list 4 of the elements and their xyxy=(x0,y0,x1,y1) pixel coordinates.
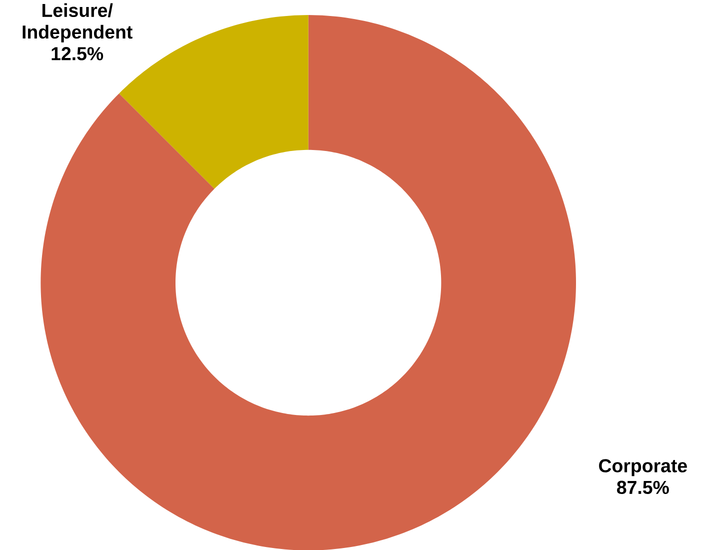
slice-label: Corporate xyxy=(599,458,687,476)
slice-label: Leisure/ Independent xyxy=(22,3,132,42)
data-label: 12.5% xyxy=(52,46,104,60)
data-label: 87.5% xyxy=(617,480,669,494)
